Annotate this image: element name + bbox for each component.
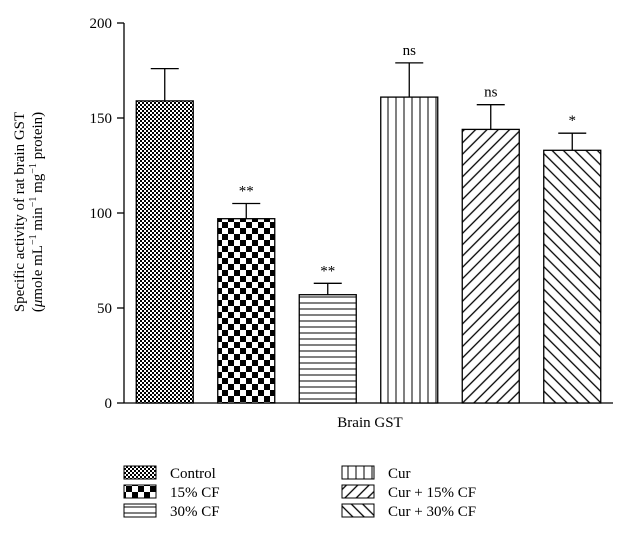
legend: Control 15% CF 30% CF Cur Cur + 15% CF Cur + …	[123, 465, 476, 520]
y-tick-label: 200	[90, 16, 113, 32]
bar-group: **	[298, 263, 357, 404]
bar	[135, 100, 194, 404]
bar	[461, 128, 520, 404]
y-tick-label: 50	[97, 301, 112, 317]
bar-group: ns	[461, 85, 520, 404]
bar	[298, 294, 357, 404]
y-tick-label: 100	[90, 206, 113, 222]
y-tick-label: 0	[105, 396, 113, 412]
bar-group	[135, 67, 194, 404]
y-axis-title: Specific activity of rat brain GST (μmol…	[12, 112, 46, 312]
significance-label: ns	[403, 43, 417, 59]
legend-item: Control	[123, 465, 216, 482]
significance-label: ns	[484, 85, 498, 101]
legend-item: Cur + 15% CF	[341, 484, 476, 501]
legend-swatch	[123, 465, 157, 480]
bar	[543, 149, 602, 404]
legend-swatch	[341, 503, 375, 518]
legend-item: Cur	[341, 465, 411, 482]
legend-label: Control	[170, 466, 216, 482]
significance-label: **	[239, 184, 254, 200]
legend-label: Cur + 30% CF	[388, 504, 476, 520]
legend-label: 15% CF	[170, 485, 220, 501]
legend-label: 30% CF	[170, 504, 220, 520]
legend-item: 15% CF	[123, 484, 220, 501]
legend-swatch	[123, 484, 157, 499]
bars: ** ** ns ns *	[135, 43, 602, 404]
legend-swatch	[341, 484, 375, 499]
y-axis-title-line2: (μmole mL−1 min−1 mg−1 protein)	[28, 112, 46, 312]
axes: 0 50 100 150 200	[90, 16, 613, 412]
x-axis-title: Brain GST	[337, 415, 402, 431]
bar-group: ns	[380, 43, 439, 404]
legend-item: 30% CF	[123, 503, 220, 520]
legend-swatch	[123, 503, 157, 518]
bar-group: *	[543, 113, 602, 404]
legend-label: Cur + 15% CF	[388, 485, 476, 501]
legend-swatch	[341, 465, 375, 480]
bar	[380, 96, 439, 404]
y-axis-title-line1: Specific activity of rat brain GST	[12, 112, 28, 312]
significance-label: **	[320, 263, 335, 279]
legend-label: Cur	[388, 466, 411, 482]
bar-group: **	[217, 184, 276, 404]
significance-label: *	[569, 113, 577, 129]
bar	[217, 218, 276, 404]
legend-item: Cur + 30% CF	[341, 503, 476, 520]
y-tick-label: 150	[90, 111, 113, 127]
